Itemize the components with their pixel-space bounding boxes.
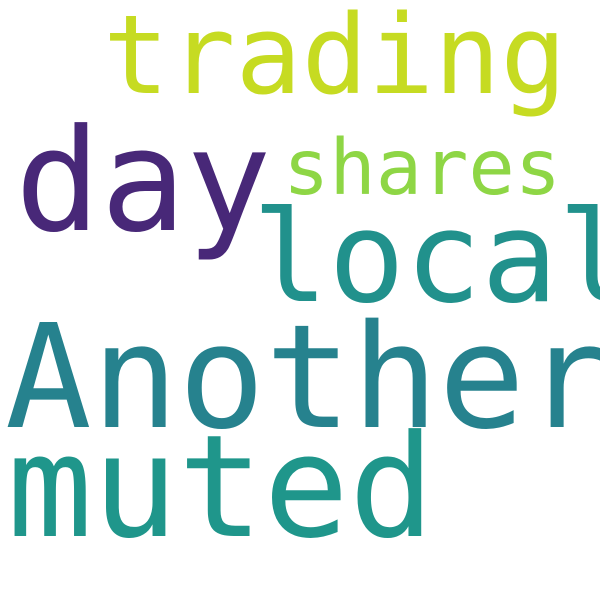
word-trading: trading xyxy=(103,0,567,119)
word-shares: shares xyxy=(283,124,562,213)
word-day: day xyxy=(15,99,272,264)
word-another: Another xyxy=(5,293,600,461)
word-local: local xyxy=(252,183,600,331)
word-muted: muted xyxy=(7,405,435,570)
